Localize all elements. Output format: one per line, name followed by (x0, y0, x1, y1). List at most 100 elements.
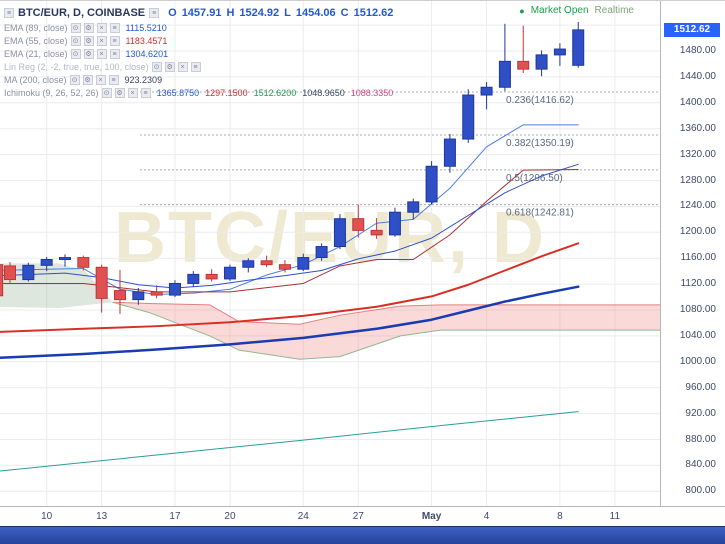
eye-icon[interactable]: ⊙ (151, 61, 162, 72)
time-tick-label: 4 (483, 511, 490, 522)
time-tick-label: 24 (297, 511, 309, 522)
ichimoku-senkou-a (112, 301, 660, 360)
low-value: 1454.06 (295, 6, 336, 19)
indicator-value: 1088.3350 (350, 87, 394, 98)
candle (223, 264, 236, 281)
close-icon[interactable]: × (127, 87, 138, 98)
candle (553, 43, 566, 66)
price-tick-label: 1040.00 (679, 329, 716, 341)
eye-icon[interactable]: ⊙ (70, 22, 81, 33)
close-icon[interactable]: × (96, 22, 107, 33)
time-axis[interactable]: 10 13 17 20 24 27 May 4 8 11 (0, 506, 725, 527)
more-icon[interactable]: ≡ (109, 35, 120, 46)
settings-icon[interactable]: ⚙ (83, 35, 94, 46)
close-icon[interactable]: × (95, 74, 106, 85)
candle (425, 161, 438, 205)
settings-icon[interactable]: ⚙ (83, 22, 94, 33)
candle (113, 269, 126, 314)
fib-level-label: 0.382(1350.19) (506, 138, 574, 149)
candle (517, 25, 530, 74)
price-tick-label: 1480.00 (679, 45, 716, 56)
candle (535, 50, 548, 77)
indicator-label: MA (200, close) (4, 74, 67, 85)
more-icon[interactable]: ≡ (190, 61, 201, 72)
ichimoku-cloud-pink (112, 302, 660, 360)
candle (168, 280, 181, 298)
more-icon[interactable]: ≡ (109, 22, 120, 33)
high-label: H (226, 6, 235, 19)
candle (352, 204, 365, 238)
more-icon[interactable]: ≡ (140, 87, 151, 98)
indicator-label: Ichimoku (9, 26, 52, 26) (4, 87, 99, 98)
settings-icon[interactable]: ⚙ (82, 74, 93, 85)
candle (572, 21, 585, 68)
indicator-value: 923.2309 (124, 74, 163, 85)
more-icon[interactable]: ≡ (108, 74, 119, 85)
candle (407, 198, 420, 220)
candle (205, 269, 218, 282)
time-tick-label: 27 (352, 511, 364, 522)
close-icon[interactable]: × (177, 61, 188, 72)
open-value: 1457.91 (181, 6, 222, 19)
indicator-row[interactable]: Ichimoku (9, 26, 52, 26) ⊙ ⚙ × ≡ 1365.8750 129… (4, 86, 393, 99)
window-bottom-bar (0, 526, 725, 544)
candle (58, 254, 71, 267)
fib-level-label: 0.236(1416.62) (506, 95, 574, 106)
fib-level-label: 0.618(1242.81) (506, 208, 574, 219)
indicator-row[interactable]: EMA (89, close) ⊙ ⚙ × ≡ 1115.5210 (4, 21, 393, 34)
candle (462, 89, 475, 143)
indicator-row[interactable]: EMA (55, close) ⊙ ⚙ × ≡ 1183.4571 (4, 34, 393, 47)
indicator-value: 1115.5210 (125, 22, 167, 33)
close-icon[interactable]: × (96, 48, 107, 59)
close-label: C (340, 6, 349, 19)
chart-menu-icon[interactable]: ≡ (4, 7, 14, 18)
symbol-info-icon[interactable]: ≡ (149, 7, 160, 18)
low-label: L (284, 6, 291, 19)
more-icon[interactable]: ≡ (109, 48, 120, 59)
indicator-row[interactable]: MA (200, close) ⊙ ⚙ × ≡ 923.2309 (4, 73, 393, 86)
candle (498, 23, 511, 92)
time-tick-label: 10 (41, 511, 53, 522)
indicator-value: 1297.1500 (205, 87, 248, 98)
candle (260, 255, 273, 268)
eye-icon[interactable]: ⊙ (70, 35, 81, 46)
price-tick-label: 880.00 (685, 433, 716, 445)
price-tick-label: 920.00 (685, 407, 716, 419)
candle (388, 207, 401, 237)
ichimoku-kijun-line (0, 168, 579, 293)
settings-icon[interactable]: ⚙ (114, 87, 125, 98)
candle (150, 285, 163, 299)
indicator-row[interactable]: EMA (21, close) ⊙ ⚙ × ≡ 1304.6201 (4, 47, 393, 60)
chart-area[interactable]: BTC/EUR, D 0.236(1416.62) 0.382(1350.19) 0… (0, 1, 660, 506)
candle (95, 264, 108, 313)
candle (278, 260, 291, 273)
close-icon[interactable]: × (96, 35, 107, 46)
realtime-text: Realtime (594, 5, 634, 16)
eye-icon[interactable]: ⊙ (69, 74, 80, 85)
symbol-watermark: BTC/EUR, D (114, 198, 546, 278)
indicator-value: 1365.8750 (156, 87, 200, 98)
settings-icon[interactable]: ⚙ (164, 61, 175, 72)
time-tick-label: 8 (557, 511, 563, 522)
indicator-label: EMA (55, close) (4, 35, 68, 46)
price-tick-label: 800.00 (685, 485, 716, 497)
eye-icon[interactable]: ⊙ (70, 48, 81, 59)
ema-55-line (0, 242, 580, 333)
last-price-badge: 1512.62 (664, 22, 720, 37)
candle (187, 271, 200, 287)
ichimoku-senkou-b (112, 301, 660, 325)
indicator-row[interactable]: Lin Reg (2, -2, true, true, 100, close) ⊙… (4, 60, 393, 73)
indicator-value: 1304.6201 (125, 48, 169, 59)
candle (40, 256, 53, 272)
settings-icon[interactable]: ⚙ (83, 48, 94, 59)
candle (370, 218, 383, 239)
time-tick-label: 17 (169, 511, 181, 522)
eye-icon[interactable]: ⊙ (101, 87, 112, 98)
indicator-label: EMA (89, close) (4, 22, 68, 33)
price-axis[interactable]: 1512.62 1480.00 1440.00 1400.00 1360.00 1320… (660, 1, 725, 506)
candle (315, 243, 328, 261)
indicator-value: 1183.4571 (125, 35, 168, 46)
indicator-rows: EMA (89, close) ⊙ ⚙ × ≡ 1115.5210 EMA (55, clo… (4, 21, 393, 99)
price-tick-label: 1360.00 (679, 122, 716, 134)
